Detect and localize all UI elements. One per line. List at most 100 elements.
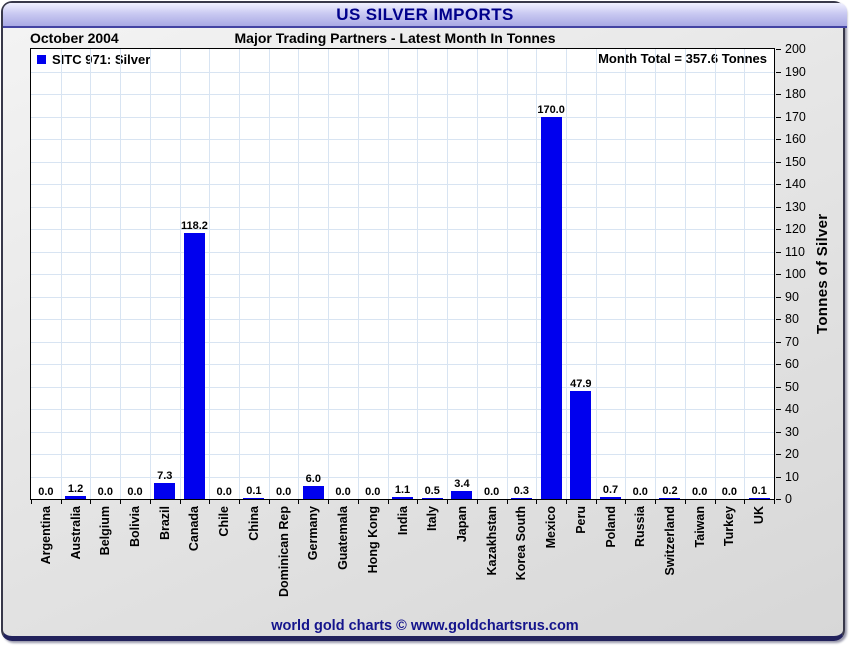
y-axis-tick [776,139,781,140]
x-axis-label: China [246,506,261,541]
x-axis-tick [31,500,32,504]
bar [154,482,176,499]
legend: SITC 971: Silver [37,52,150,67]
x-axis-label: Canada [187,506,202,552]
x-axis-tick [120,500,122,504]
y-axis-tick [776,161,781,163]
bar-value-label: 0.2 [662,485,678,497]
gridline-vertical [714,49,716,499]
bar-value-label: 0.0 [127,486,143,498]
y-axis-tick-label: 180 [785,87,806,101]
bar [302,485,324,499]
x-axis: Argentina Australia Belgium Bolivia Brazil Ca… [30,500,776,622]
x-axis-tick [565,500,567,504]
y-axis-tick-label: 40 [785,402,799,416]
bar [540,116,562,499]
y-axis-tick-label: 120 [785,222,806,236]
y-axis-tick-label: 130 [785,199,806,214]
gridline-horizontal [31,431,774,433]
gridline-vertical [90,49,92,499]
bar-value-label: 7.3 [157,469,173,482]
bar [65,496,87,499]
bar-value-label: 0.0 [97,486,113,498]
gridline-vertical [417,49,419,499]
x-axis-label: Switzerland [662,506,677,576]
bar-value-label: 0.0 [632,486,648,498]
bar [570,391,592,499]
x-axis-label: Poland [603,506,618,548]
bar-value-label: 1.2 [67,483,84,496]
x-axis-label: Hong Kong [365,506,380,574]
x-axis-label: Brazil [157,506,172,541]
y-axis-tick [776,341,781,343]
y-axis-tick [776,94,781,95]
gridline-vertical [506,49,508,499]
x-axis-label: Russia [633,506,648,547]
gridline-vertical [328,49,330,499]
gridline-vertical [744,49,746,499]
y-axis-tick-label: 200 [785,42,806,56]
x-axis-label: Bolivia [128,506,143,547]
gridline-horizontal [31,476,774,478]
x-axis-label: Peru [573,506,588,534]
gridline-horizontal [31,251,774,253]
gridline-horizontal [31,454,774,455]
gridline-horizontal [31,319,774,320]
y-axis-tick [776,184,781,185]
gridline-horizontal [31,409,774,410]
y-axis-tick-label: 10 [785,469,799,484]
x-axis-tick [714,500,716,504]
gridline-vertical [179,49,181,499]
y-axis-tick [776,274,781,275]
y-axis-tick-label: 70 [785,334,799,349]
gridline-vertical [565,49,567,499]
x-axis-label: Germany [306,506,321,561]
gridline-horizontal [31,139,774,140]
y-axis-tick [776,386,781,388]
gridline-horizontal [31,274,774,275]
gridline-horizontal [31,364,774,365]
x-axis-label: Japan [454,506,469,543]
gridline-vertical [387,49,389,499]
gridline-horizontal [31,94,774,95]
gridline-horizontal [31,161,774,163]
y-axis-tick [776,409,781,410]
y-axis-tick [776,116,781,118]
y-axis-tick-label: 110 [785,244,805,259]
y-axis-tick-label: 190 [785,64,806,79]
bar-value-label: 0.1 [246,485,262,497]
y-axis-tick-label: 60 [785,357,799,371]
x-axis-tick [417,500,419,504]
x-axis-label: Guatemala [336,506,351,570]
legend-swatch-icon [37,55,46,64]
x-axis-tick [268,500,270,504]
y-axis-tick-label: 80 [785,312,799,326]
gridline-vertical [298,49,300,499]
y-axis-tick [776,206,781,208]
x-axis-label: Australia [68,506,83,560]
gridline-vertical [268,49,270,499]
y-axis-tick [776,476,781,478]
month-total-annotation: Month Total = 357.6 Tonnes [598,51,767,66]
x-axis-tick [744,500,746,504]
bar [243,498,265,499]
gridline-vertical [595,49,597,499]
y-axis-title: Tonnes of Silver [814,213,831,335]
y-axis-tick [776,431,781,433]
x-axis-tick [536,500,538,504]
x-axis-tick [476,500,478,504]
bar-value-label: 0.3 [513,485,530,497]
gridline-vertical [209,49,211,499]
legend-label: SITC 971: Silver [52,52,151,67]
gridline-vertical [239,49,241,499]
gridline-vertical [536,49,538,499]
x-axis-label: Taiwan [692,506,707,548]
x-axis-label: Argentina [38,506,53,565]
x-axis-tick [179,500,181,504]
y-axis-tick-label: 0 [785,492,792,506]
gridline-horizontal [31,341,774,343]
y-axis-tick [776,296,781,298]
x-axis-label: Italy [425,506,440,532]
gridline-horizontal [31,184,774,185]
